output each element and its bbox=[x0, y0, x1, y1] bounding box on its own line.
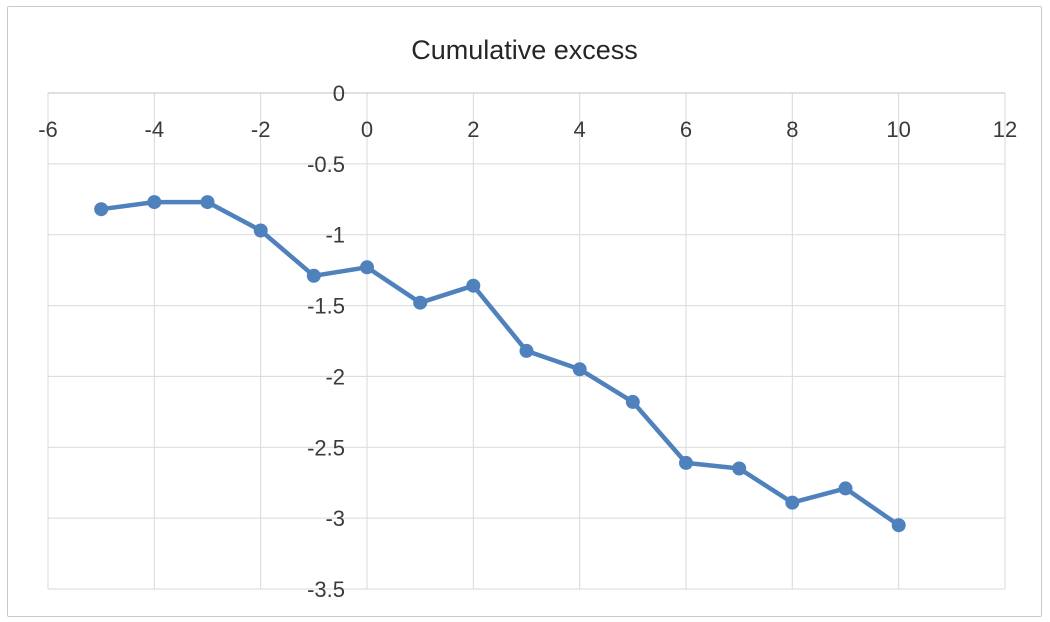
x-axis-tick-label: 12 bbox=[993, 117, 1017, 142]
x-axis-tick-label: -6 bbox=[38, 117, 58, 142]
data-point-marker bbox=[147, 195, 162, 210]
y-axis-tick-label: -1.5 bbox=[307, 294, 345, 319]
data-point-marker bbox=[785, 495, 800, 510]
y-axis-tick-label: 0 bbox=[333, 81, 345, 106]
data-point-marker bbox=[413, 295, 428, 310]
data-point-marker bbox=[625, 394, 640, 409]
y-axis-tick-label: -2 bbox=[325, 364, 345, 389]
x-axis-tick-label: 4 bbox=[574, 117, 586, 142]
x-axis-tick-label: -4 bbox=[145, 117, 165, 142]
data-point-marker bbox=[360, 260, 374, 275]
data-point-marker bbox=[94, 202, 109, 217]
x-axis-tick-label: 0 bbox=[361, 117, 373, 142]
data-point-marker bbox=[732, 461, 747, 476]
data-point-marker bbox=[200, 195, 215, 210]
y-axis-tick-label: -3 bbox=[325, 506, 345, 531]
x-axis-tick-label: -2 bbox=[251, 117, 271, 142]
chart-title: Cumulative excess bbox=[411, 35, 638, 65]
data-point-marker bbox=[838, 481, 853, 496]
x-axis-tick-label: 6 bbox=[680, 117, 692, 142]
series-line bbox=[98, 199, 901, 528]
data-point-marker bbox=[679, 455, 693, 470]
data-point-marker bbox=[306, 268, 321, 283]
data-point-marker bbox=[572, 362, 587, 377]
data-point-marker bbox=[253, 223, 268, 238]
x-axis-tick-label: 10 bbox=[886, 117, 910, 142]
data-point-marker bbox=[519, 343, 534, 358]
x-axis-tick-label: 2 bbox=[467, 117, 479, 142]
data-point-marker bbox=[891, 518, 906, 533]
y-axis-tick-label: -1 bbox=[325, 223, 345, 248]
y-axis-tick-label: -2.5 bbox=[307, 435, 345, 460]
data-point-marker bbox=[466, 278, 481, 293]
y-axis-tick-label: -0.5 bbox=[307, 152, 345, 177]
x-axis-tick-label: 8 bbox=[786, 117, 798, 142]
y-axis-tick-label: -3.5 bbox=[307, 577, 345, 602]
chart-frame: Cumulative excess bbox=[7, 6, 1042, 617]
